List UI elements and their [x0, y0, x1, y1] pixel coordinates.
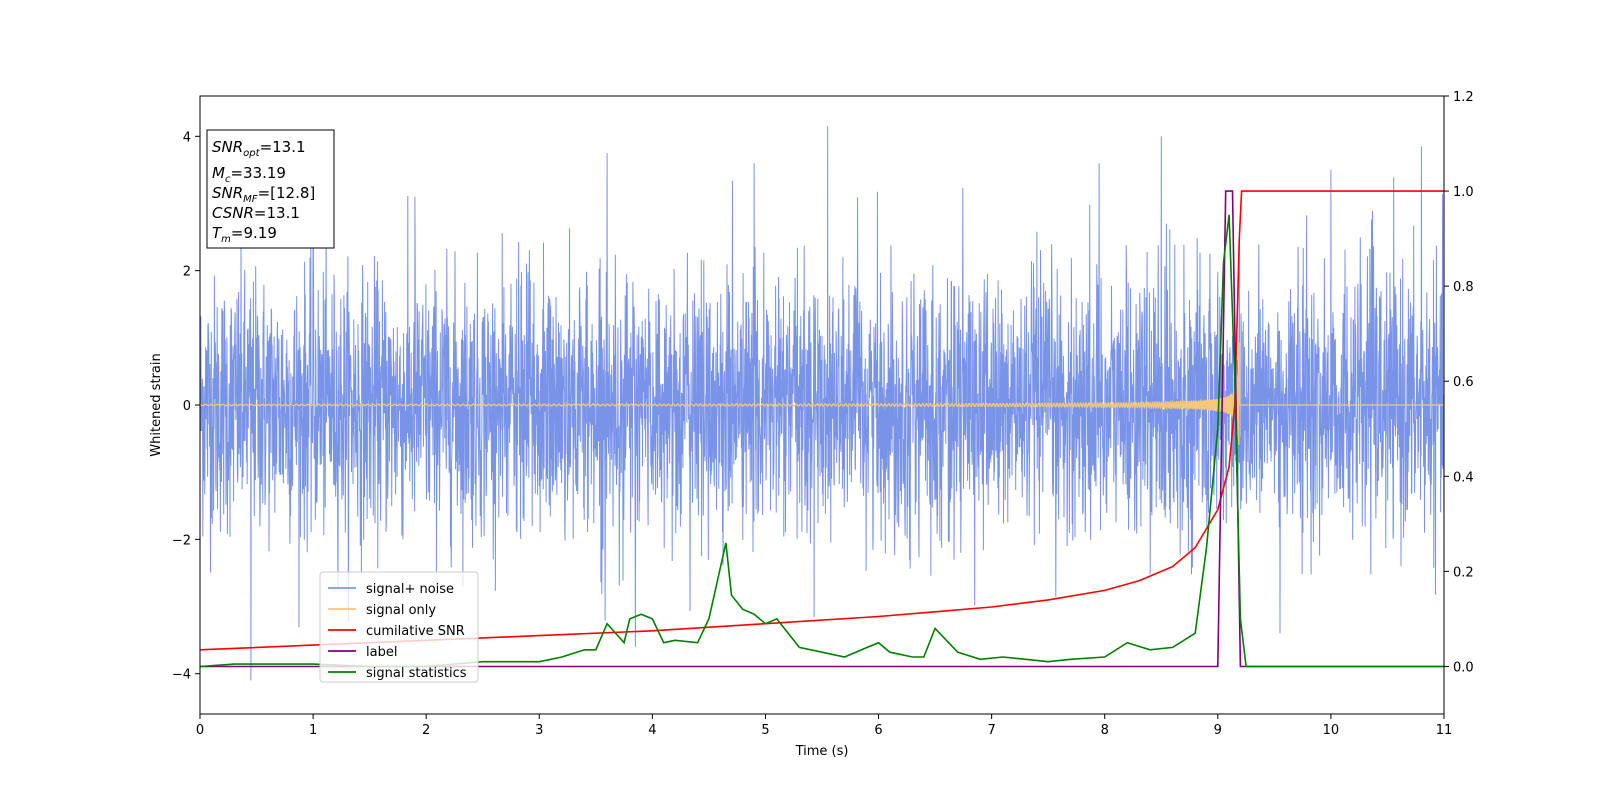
y-left-tick-label: 4 [183, 130, 191, 145]
annotation-box: SNRopt=13.1 Mc=33.19 SNRMF=[12.8] CSNR=1… [206, 129, 335, 249]
x-axis-label: Time (s) [795, 744, 849, 759]
y-left-tick-label: −2 [172, 533, 191, 548]
x-tick-label: 4 [648, 723, 656, 738]
y-right-tick-label: 1.2 [1453, 90, 1474, 105]
y-left-tick-label: −4 [172, 668, 191, 683]
x-tick-label: 2 [422, 723, 430, 738]
y-right-tick-label: 0.2 [1453, 565, 1474, 580]
y-right-tick-label: 1.0 [1453, 185, 1474, 200]
x-tick-label: 6 [874, 723, 882, 738]
annotation-csnr: CSNR=13.1 [212, 204, 300, 222]
y-left-tick-label: 0 [183, 399, 191, 414]
x-tick-label: 0 [196, 723, 204, 738]
y-axis-right: 1.2 1.0 0.8 0.6 0.4 0.2 0.0 [1444, 90, 1474, 675]
legend-label: label [366, 645, 397, 660]
annotation-mc: Mc=33.19 [212, 164, 286, 185]
legend-label: signal statistics [366, 666, 467, 681]
y-axis-left: 4 2 0 −2 −4 [172, 130, 200, 683]
y-right-tick-label: 0.8 [1453, 280, 1474, 295]
y-right-tick-label: 0.0 [1453, 660, 1474, 675]
series-cumilative-snr [200, 190, 1444, 651]
x-tick-label: 8 [1101, 723, 1109, 738]
y-left-tick-label: 2 [183, 265, 191, 280]
x-tick-label: 7 [987, 723, 995, 738]
x-axis: 0 1 2 3 4 5 6 7 8 9 10 11 [196, 714, 1452, 738]
annotation-tm: Tm=9.19 [212, 224, 277, 245]
x-tick-label: 9 [1214, 723, 1222, 738]
x-tick-label: 1 [309, 723, 317, 738]
y-axis-label: Whitened strain [149, 353, 164, 456]
series-layer [200, 126, 1444, 681]
legend-label: signal+ noise [366, 582, 454, 597]
x-tick-label: 5 [761, 723, 769, 738]
x-tick-label: 3 [535, 723, 543, 738]
series-signal-statistics [200, 214, 1444, 668]
annotation-snr-mf: SNRMF=[12.8] [212, 184, 315, 205]
x-tick-label: 10 [1323, 723, 1340, 738]
annotation-snr-opt: SNRopt=13.1 [212, 138, 306, 159]
legend: signal+ noise signal only cumilative SNR la… [319, 571, 479, 683]
y-right-tick-label: 0.6 [1453, 375, 1474, 390]
y-right-tick-label: 0.4 [1453, 470, 1474, 485]
legend-label: signal only [366, 603, 436, 618]
x-tick-label: 11 [1436, 723, 1453, 738]
legend-label: cumilative SNR [366, 624, 465, 639]
